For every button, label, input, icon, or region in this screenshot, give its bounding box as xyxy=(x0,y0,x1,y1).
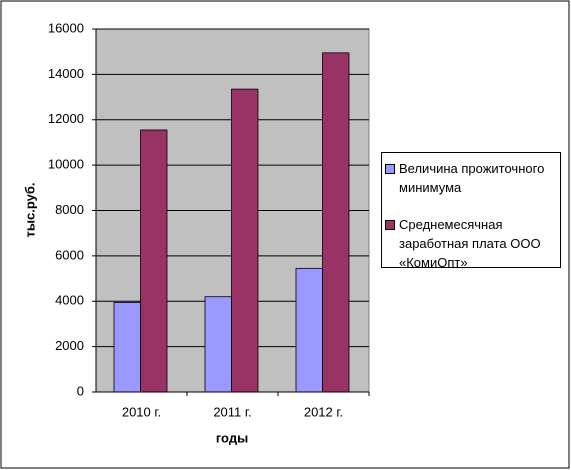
y-tick-label: 0 xyxy=(77,383,84,398)
y-tick-label: 4000 xyxy=(55,293,84,308)
y-tick-label: 10000 xyxy=(48,157,84,172)
bar xyxy=(295,267,323,393)
y-tick-label: 8000 xyxy=(55,202,84,217)
y-tick-label: 12000 xyxy=(48,111,84,126)
x-tick-label: 2011 г. xyxy=(213,404,251,419)
legend-label: Величина прожиточного минимума xyxy=(399,161,545,195)
bar xyxy=(113,301,141,393)
y-tick-label: 6000 xyxy=(55,247,84,262)
x-axis-title: годы xyxy=(216,430,248,445)
y-tick-label: 14000 xyxy=(48,66,84,81)
legend-swatch xyxy=(385,220,395,230)
bar xyxy=(204,296,232,393)
bar xyxy=(322,52,350,393)
bar xyxy=(140,129,168,393)
legend-entry: Среднемесячная заработная плата ООО «Ком… xyxy=(385,215,557,272)
legend: Величина прожиточного минимума Среднемеся… xyxy=(381,152,561,270)
legend-entry: Величина прожиточного минимума xyxy=(385,159,557,197)
y-tick-label: 2000 xyxy=(55,338,84,353)
x-tick-label: 2012 г. xyxy=(304,404,343,419)
y-axis-title: тыс.руб. xyxy=(22,183,37,238)
legend-label: Среднемесячная заработная плата ООО «Ком… xyxy=(399,217,541,270)
bar xyxy=(231,88,259,393)
x-tick-label: 2010 г. xyxy=(122,404,161,419)
legend-swatch xyxy=(385,164,395,174)
y-tick-label: 16000 xyxy=(48,20,84,35)
